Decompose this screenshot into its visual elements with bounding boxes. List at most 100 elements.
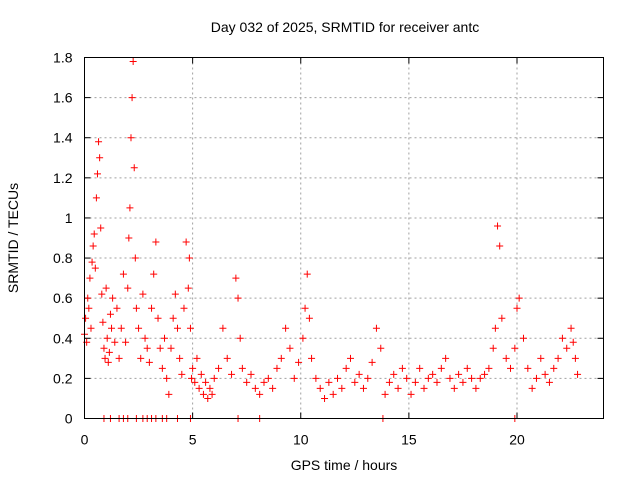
data-point — [86, 274, 94, 282]
data-point — [494, 222, 502, 230]
grid-lines — [84, 57, 604, 419]
data-point — [180, 304, 188, 312]
data-point — [394, 384, 402, 392]
data-point — [188, 374, 196, 382]
data-point — [295, 358, 303, 366]
data-point — [193, 354, 201, 362]
data-point — [563, 344, 571, 352]
data-point — [102, 284, 110, 292]
data-point — [85, 304, 93, 312]
data-point — [312, 374, 320, 382]
data-point — [105, 348, 113, 356]
data-point — [364, 374, 372, 382]
data-point — [93, 170, 101, 178]
data-point — [416, 364, 424, 372]
data-points — [81, 58, 582, 422]
data-point — [567, 324, 575, 332]
data-point — [403, 374, 411, 382]
x-tick-label: 5 — [189, 432, 197, 448]
data-point — [161, 334, 169, 342]
data-point — [184, 284, 192, 292]
data-point — [569, 338, 577, 346]
data-point — [145, 358, 153, 366]
axis-ticks — [84, 57, 604, 419]
data-point — [305, 314, 313, 322]
data-point — [342, 364, 350, 372]
data-point — [377, 344, 385, 352]
data-point — [273, 364, 281, 372]
data-point — [446, 374, 454, 382]
y-tick-label: 1 — [65, 210, 73, 226]
data-point — [98, 290, 106, 298]
data-point — [238, 364, 246, 372]
data-point — [124, 284, 132, 292]
data-point — [158, 364, 166, 372]
data-point — [135, 324, 143, 332]
data-point — [308, 354, 316, 362]
y-tick-label: 0.6 — [53, 290, 73, 306]
data-point — [511, 344, 519, 352]
data-point — [88, 258, 96, 266]
data-point — [574, 370, 582, 378]
data-point — [96, 154, 104, 162]
data-point — [550, 364, 558, 372]
data-point — [299, 334, 307, 342]
data-point — [101, 354, 109, 362]
data-point — [368, 358, 376, 366]
data-point — [167, 344, 175, 352]
data-point — [199, 390, 207, 398]
data-point — [437, 364, 445, 372]
data-point — [420, 384, 428, 392]
data-point — [491, 324, 499, 332]
data-point — [321, 394, 329, 402]
data-point — [260, 378, 268, 386]
data-point — [156, 344, 164, 352]
data-point — [459, 378, 467, 386]
data-point — [256, 390, 264, 398]
data-point — [251, 384, 259, 392]
data-point — [90, 230, 98, 238]
data-point — [215, 364, 223, 372]
data-point — [476, 374, 484, 382]
data-point — [169, 314, 177, 322]
data-point — [498, 314, 506, 322]
data-point — [171, 290, 179, 298]
data-point — [173, 324, 181, 332]
data-point — [558, 334, 566, 342]
data-point — [152, 238, 160, 246]
data-point — [228, 370, 236, 378]
data-point — [111, 338, 119, 346]
data-point — [122, 338, 130, 346]
data-point — [109, 294, 117, 302]
data-point — [513, 304, 521, 312]
data-point — [197, 370, 205, 378]
y-tick-label: 1.6 — [53, 90, 73, 106]
data-point — [381, 390, 389, 398]
data-point — [554, 354, 562, 362]
data-point — [195, 384, 203, 392]
data-point — [463, 364, 471, 372]
data-point — [92, 194, 100, 202]
data-point — [208, 390, 216, 398]
data-point — [163, 374, 171, 382]
data-point — [243, 378, 251, 386]
data-point — [355, 370, 363, 378]
data-point — [154, 314, 162, 322]
y-tick-label: 0 — [65, 411, 73, 427]
data-point — [269, 384, 277, 392]
data-point — [202, 378, 210, 386]
data-point — [372, 324, 380, 332]
data-point — [450, 384, 458, 392]
data-point — [126, 204, 134, 212]
chart-title: Day 032 of 2025, SRMTID for receiver ant… — [211, 19, 479, 35]
data-point — [325, 378, 333, 386]
data-point — [87, 324, 95, 332]
data-point — [189, 364, 197, 372]
data-point — [165, 390, 173, 398]
data-point — [524, 364, 532, 372]
data-point — [351, 378, 359, 386]
data-point — [407, 390, 415, 398]
data-point — [496, 242, 504, 250]
data-point — [106, 310, 114, 318]
data-point — [515, 294, 523, 302]
